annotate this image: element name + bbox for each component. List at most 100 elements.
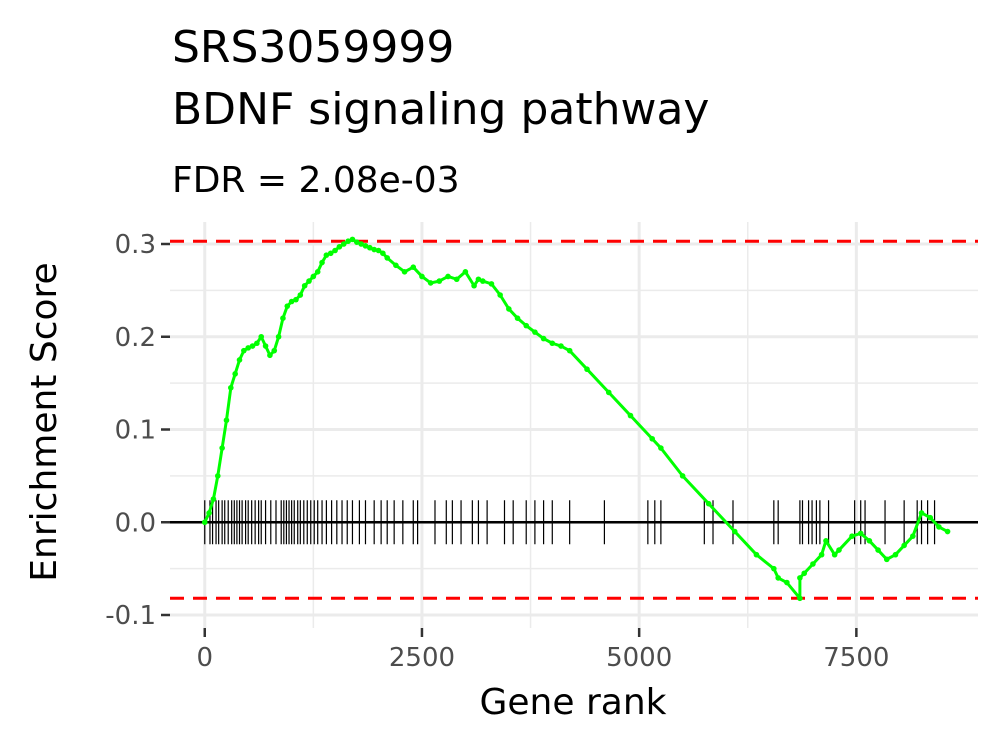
curve-point <box>340 241 347 247</box>
x-tick-label: 5000 <box>606 643 672 673</box>
curve-point <box>353 239 360 245</box>
curve-point <box>705 500 712 507</box>
enrichment-curve-layer <box>201 236 951 602</box>
curve-point <box>375 247 382 254</box>
curve-point <box>436 278 443 284</box>
curve-point <box>836 547 842 553</box>
curve-point <box>206 510 212 516</box>
curve-point <box>488 281 495 287</box>
curve-point <box>479 278 486 284</box>
curve-point <box>566 347 573 354</box>
curve-point <box>471 282 477 289</box>
curve-point <box>944 528 951 535</box>
curve-point <box>214 473 221 479</box>
curve-point <box>228 384 234 391</box>
curve-point <box>849 533 855 539</box>
curve-point <box>349 236 356 243</box>
curve-point <box>293 296 299 303</box>
curve-point <box>358 241 364 247</box>
curve-point <box>258 333 265 340</box>
curve-point <box>310 273 317 280</box>
x-tick-label: 2500 <box>389 643 455 673</box>
enrichment-curve <box>203 237 949 600</box>
curve-point <box>236 357 243 363</box>
x-tick-label: 7500 <box>823 643 889 673</box>
curve-point <box>336 243 343 250</box>
curve-point <box>649 435 655 442</box>
y-tick-label: 0.2 <box>115 323 156 353</box>
x-tick-label: 0 <box>196 643 213 673</box>
curve-point <box>797 595 803 602</box>
curve-point <box>445 273 451 280</box>
curve-point <box>288 298 295 305</box>
curve-point <box>866 538 873 544</box>
curve-point <box>367 244 373 251</box>
y-tick-label: 0.0 <box>115 508 156 538</box>
curve-point <box>301 282 308 289</box>
curve-point <box>210 496 217 502</box>
curve-point <box>927 514 934 521</box>
chart-title-line-1: SRS3059999 <box>172 22 454 73</box>
chart-title-line-2: BDNF signaling pathway <box>172 84 709 135</box>
curve-point <box>232 371 238 377</box>
curve-point <box>245 345 251 351</box>
curve-point <box>393 262 399 269</box>
curve-point <box>549 340 556 347</box>
curve-point <box>332 247 338 254</box>
curve-point <box>323 252 330 258</box>
curve-point <box>262 343 269 349</box>
curve-point <box>201 519 208 526</box>
curve-point <box>453 276 460 283</box>
curve-point <box>475 276 482 283</box>
y-tick-label: 0.3 <box>115 230 156 260</box>
curve-point <box>857 530 864 537</box>
curve-point <box>384 255 391 261</box>
curve-point <box>249 343 256 349</box>
grid-lines <box>170 222 978 628</box>
curve-point <box>901 542 907 549</box>
curve-point <box>345 238 351 245</box>
curve-point <box>910 533 916 539</box>
curve-point <box>627 412 634 419</box>
y-tick-label: -0.1 <box>105 601 156 631</box>
curve-point <box>241 347 247 354</box>
curve-point <box>284 303 291 309</box>
curve-point <box>275 333 282 340</box>
curve-point <box>771 565 777 572</box>
curve-point <box>410 264 417 270</box>
curve-point <box>314 269 321 275</box>
curve-point <box>801 570 808 577</box>
curve-point <box>823 538 829 544</box>
curve-point <box>818 551 825 558</box>
curve-point <box>380 250 386 257</box>
curve-point <box>936 524 942 530</box>
curve-point <box>875 547 881 553</box>
curve-point <box>419 273 425 280</box>
curve-point <box>784 579 790 586</box>
curve-point <box>254 340 260 347</box>
curve-point <box>280 315 286 322</box>
x-axis-title: Gene rank <box>480 682 667 723</box>
curve-point <box>271 347 278 354</box>
curve-point <box>497 292 503 298</box>
curve-point <box>523 322 530 329</box>
y-tick-label: 0.1 <box>115 416 156 446</box>
curve-point <box>605 389 612 396</box>
curve-point <box>223 417 230 424</box>
threshold-lines <box>170 239 978 600</box>
curve-point <box>327 250 334 257</box>
chart-subtitle: FDR = 2.08e-03 <box>172 160 460 201</box>
curve-point <box>797 575 803 581</box>
curve-point <box>532 329 538 335</box>
curve-point <box>297 292 304 298</box>
curve-point <box>679 473 686 479</box>
curve-point <box>558 343 564 349</box>
curve-point <box>540 335 547 342</box>
axes: -0.1 0.0 0.1 0.2 0.3 0 2500 5000 7500 <box>105 230 889 673</box>
curve-point <box>267 352 273 359</box>
curve-point <box>731 528 738 535</box>
curve-point <box>883 556 890 563</box>
curve-point <box>584 366 590 373</box>
curve-point <box>514 315 521 322</box>
